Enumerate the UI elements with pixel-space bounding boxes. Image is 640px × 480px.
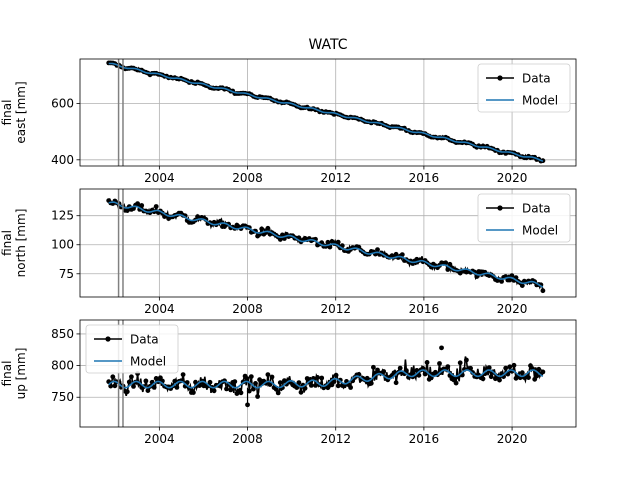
legend-data-label: Data [522,72,551,86]
x-tick-label: 2012 [320,432,351,446]
legend: Data Model [85,324,179,374]
y-axis-label-line1: final [0,361,14,387]
x-tick-label: 2004 [144,171,175,185]
y-tick-label: 600 [51,96,74,110]
y-axis-label-line2: up [mm] [14,348,28,400]
y-tick-label: 400 [51,153,74,167]
x-tick-label: 2004 [144,432,175,446]
legend-data-marker [105,336,111,342]
x-tick-label: 2016 [409,171,440,185]
data-point-outlier [439,345,444,351]
chart-title: WATC [308,37,347,53]
plot-area [106,189,546,297]
x-tick-label: 2008 [232,171,263,185]
y-tick-label: 800 [51,359,74,373]
y-tick-label: 100 [51,238,74,252]
y-axis-label: finaleast [mm] [0,81,28,143]
axes-frame [79,188,577,298]
y-tick-label: 850 [51,327,74,341]
legend-model-label: Model [130,355,166,369]
axes-frame [79,319,577,428]
plot-area [106,59,546,166]
x-tick-label: 2020 [497,171,528,185]
model-series-line [108,201,544,288]
legend: Data Model [477,193,571,243]
x-tick-label: 2016 [409,432,440,446]
y-axis-label-line1: final [0,230,14,256]
model-series-line [108,62,544,162]
x-tick-label: 2020 [497,432,528,446]
plot-area [106,320,546,427]
legend-data-marker [497,205,503,211]
y-tick-label: 75 [59,267,74,281]
x-tick-label: 2004 [144,302,175,316]
legend-data-label: Data [522,202,551,216]
panel-2: 2004 2008 2012 2016 2020 75 100 125 finalnorth [… [0,188,577,316]
y-axis-label: finalnorth [mm] [0,209,28,278]
legend-model-label: Model [522,224,558,238]
x-tick-label: 2012 [320,171,351,185]
x-tick-label: 2020 [497,302,528,316]
x-tick-label: 2012 [320,302,351,316]
y-tick-label: 750 [51,390,74,404]
x-tick-label: 2008 [232,302,263,316]
legend: Data Model [477,63,571,113]
x-tick-label: 2016 [409,302,440,316]
model-series-line [108,369,544,389]
panel-3: 2004 2008 2012 2016 2020 750 800 850 finalup [mm… [0,319,577,446]
legend-data-marker [497,75,503,81]
y-axis-label: finalup [mm] [0,348,28,400]
x-tick-label: 2008 [232,432,263,446]
legend-model-label: Model [522,94,558,108]
panel-1: 2004 2008 2012 2016 2020 400 600 finaleast [mm]… [0,58,577,185]
axes-frame [79,58,577,167]
y-axis-label-line2: east [mm] [14,81,28,143]
y-axis-label-line2: north [mm] [14,209,28,278]
legend-data-label: Data [130,333,159,347]
y-tick-label: 125 [51,209,74,223]
y-axis-label-line1: final [0,100,14,126]
